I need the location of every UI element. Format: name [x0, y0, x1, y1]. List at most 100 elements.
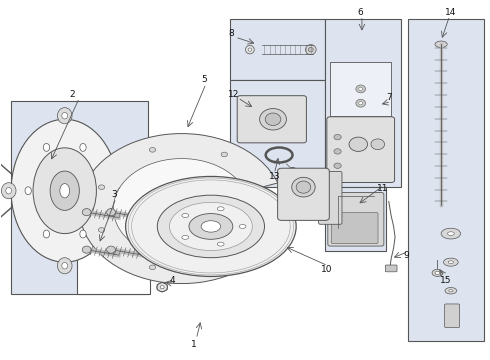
FancyBboxPatch shape [385, 265, 397, 272]
Ellipse shape [435, 41, 447, 48]
Text: 9: 9 [403, 251, 409, 260]
Ellipse shape [160, 285, 164, 289]
Ellipse shape [308, 47, 313, 52]
Ellipse shape [50, 171, 79, 210]
Bar [330, 62, 391, 116]
Text: 2: 2 [70, 90, 75, 99]
Ellipse shape [62, 262, 68, 269]
Ellipse shape [6, 188, 12, 194]
Ellipse shape [25, 187, 31, 195]
Wedge shape [79, 134, 278, 284]
Ellipse shape [125, 176, 296, 276]
Ellipse shape [80, 230, 86, 238]
Ellipse shape [221, 152, 227, 157]
Ellipse shape [296, 181, 311, 193]
Ellipse shape [265, 113, 281, 126]
Ellipse shape [80, 144, 86, 151]
Ellipse shape [107, 246, 116, 253]
Text: 8: 8 [228, 29, 234, 38]
Ellipse shape [11, 119, 118, 262]
Ellipse shape [62, 112, 68, 119]
Ellipse shape [60, 184, 70, 198]
Ellipse shape [221, 260, 227, 265]
Ellipse shape [371, 139, 385, 150]
Text: 11: 11 [376, 184, 388, 193]
Ellipse shape [170, 202, 252, 251]
Bar [325, 187, 386, 251]
Ellipse shape [359, 102, 363, 105]
Text: 15: 15 [440, 275, 451, 284]
Ellipse shape [449, 290, 453, 292]
Ellipse shape [260, 109, 287, 130]
Ellipse shape [82, 208, 91, 216]
FancyBboxPatch shape [318, 171, 342, 224]
Ellipse shape [217, 207, 224, 211]
Wedge shape [114, 158, 246, 258]
Ellipse shape [33, 148, 97, 234]
Ellipse shape [441, 228, 461, 239]
FancyBboxPatch shape [444, 304, 460, 328]
Ellipse shape [356, 99, 366, 107]
Ellipse shape [189, 213, 233, 239]
Ellipse shape [248, 48, 251, 51]
Ellipse shape [43, 230, 49, 238]
Ellipse shape [182, 213, 189, 217]
Ellipse shape [334, 149, 341, 154]
Ellipse shape [443, 258, 458, 266]
Text: 14: 14 [445, 8, 456, 17]
Ellipse shape [114, 183, 128, 199]
Bar [408, 19, 484, 341]
Ellipse shape [57, 258, 72, 274]
Text: 4: 4 [170, 275, 175, 284]
Ellipse shape [175, 204, 188, 213]
Ellipse shape [432, 269, 443, 276]
Ellipse shape [435, 271, 440, 274]
Ellipse shape [157, 283, 168, 292]
Ellipse shape [167, 198, 196, 219]
Ellipse shape [445, 288, 457, 294]
Text: 13: 13 [270, 172, 281, 181]
Ellipse shape [334, 163, 341, 168]
Ellipse shape [292, 177, 315, 197]
FancyBboxPatch shape [331, 212, 378, 244]
Ellipse shape [447, 232, 454, 235]
Ellipse shape [157, 195, 265, 258]
Ellipse shape [448, 261, 453, 264]
Text: 3: 3 [111, 190, 117, 199]
Bar [77, 202, 150, 294]
Ellipse shape [182, 235, 189, 239]
Text: 12: 12 [228, 90, 239, 99]
Bar [11, 102, 147, 294]
Ellipse shape [349, 137, 368, 152]
Bar [230, 19, 325, 80]
Ellipse shape [334, 134, 341, 140]
Ellipse shape [305, 45, 316, 55]
Ellipse shape [82, 246, 91, 253]
Ellipse shape [149, 148, 156, 152]
Ellipse shape [217, 242, 224, 246]
Ellipse shape [359, 87, 363, 90]
Ellipse shape [118, 188, 123, 194]
Text: 7: 7 [386, 93, 392, 102]
Ellipse shape [201, 221, 220, 232]
Ellipse shape [107, 208, 116, 216]
Text: 1: 1 [192, 340, 197, 349]
Ellipse shape [98, 228, 105, 232]
Ellipse shape [239, 225, 246, 228]
Ellipse shape [98, 185, 105, 189]
FancyBboxPatch shape [328, 193, 384, 246]
Ellipse shape [245, 45, 254, 54]
Ellipse shape [1, 183, 16, 199]
Bar [325, 19, 401, 187]
Ellipse shape [43, 144, 49, 151]
Bar [230, 80, 325, 187]
Ellipse shape [57, 108, 72, 124]
Ellipse shape [356, 85, 366, 93]
Text: 6: 6 [357, 8, 363, 17]
Text: 5: 5 [201, 76, 207, 85]
Text: 10: 10 [320, 265, 332, 274]
FancyBboxPatch shape [237, 96, 306, 143]
FancyBboxPatch shape [278, 168, 329, 220]
Ellipse shape [149, 265, 156, 270]
FancyBboxPatch shape [327, 117, 394, 183]
